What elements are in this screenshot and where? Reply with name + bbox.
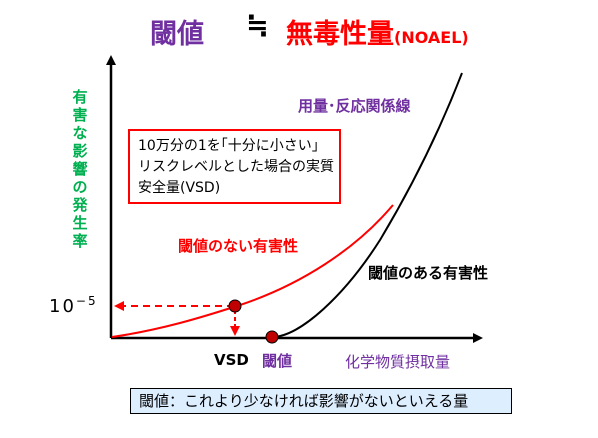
threshold-label: 閾値のある有害性 (368, 264, 489, 282)
y-tick-base: 10 (49, 296, 76, 317)
no-threshold-label: 閾値のない有害性 (178, 237, 299, 255)
vsd-note-box: 10万分の1を｢十分に小さい｣ リスクレベルとした場合の実質 安全量(VSD) (128, 129, 341, 204)
dose-response-label: 用量･反応関係線 (298, 97, 411, 115)
no-threshold-curve (111, 204, 394, 338)
threshold-curve (271, 72, 463, 338)
title-noael-suffix: (NOAEL) (394, 28, 469, 47)
title-noael-main: 無毒性量 (286, 19, 394, 50)
vsd-note-line-3: 安全量(VSD) (138, 180, 221, 196)
threshold-point (265, 330, 279, 344)
y-tick-exponent: −5 (75, 294, 98, 308)
vsd-point (228, 299, 242, 313)
vsd-label: VSD (214, 351, 249, 369)
x-axis-label: 化学物質摂取量 (345, 353, 451, 371)
vsd-note-line-2: リスクレベルとした場合の実質 (138, 159, 334, 175)
threshold-definition-box: 閾値：これより少なければ影響がないといえる量 (130, 388, 512, 414)
title-noael: 無毒性量(NOAEL) (286, 12, 469, 51)
y-tick-label: 10−5 (49, 294, 98, 317)
vsd-note-line-1: 10万分の1を｢十分に小さい｣ (138, 138, 319, 154)
approx-equal-sign: ≒ (246, 10, 269, 41)
title-threshold: 閾値 (150, 19, 204, 50)
y-axis-label: 有害な影響の発生率 (72, 88, 88, 250)
threshold-x-label: 閾値 (262, 352, 293, 370)
